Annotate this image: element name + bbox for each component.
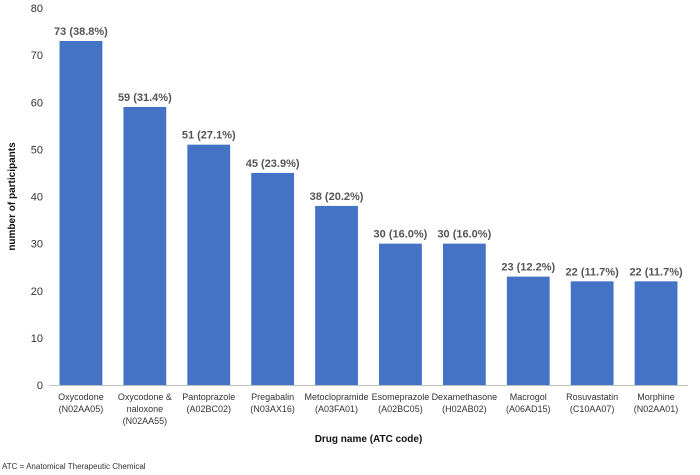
data-label: 23 (12.2%): [501, 262, 555, 274]
category-label: Macrogol (A06AD15): [506, 392, 551, 414]
bar: [187, 144, 231, 385]
bar: [634, 281, 678, 385]
y-tick-label: 50: [31, 144, 43, 156]
data-label: 59 (31.4%): [118, 92, 172, 104]
bars: [59, 40, 678, 386]
category-label: Oxycodone (N02AA05): [58, 392, 104, 414]
data-labels: 73 (38.8%) 59 (31.4%) 51 (27.1%) 45 (23.9%)…: [54, 26, 683, 278]
bar: [59, 40, 103, 386]
data-label: 30 (16.0%): [437, 229, 491, 241]
category-label-line: (A06AD15): [506, 404, 551, 414]
category-label: Metoclopramide (A03FA01): [305, 392, 369, 414]
y-tick-label: 20: [31, 286, 43, 298]
data-label: 73 (38.8%): [54, 26, 108, 38]
category-label-line: Macrogol: [510, 392, 547, 402]
y-tick-label: 30: [31, 239, 43, 251]
category-label-line: (N02AA05): [59, 404, 104, 414]
data-label: 22 (11.7%): [566, 266, 620, 278]
category-label: Oxycodone & naloxone (N02AA55): [118, 392, 172, 426]
y-tick-label: 0: [37, 380, 43, 392]
category-label-line: (A02BC02): [186, 404, 231, 414]
bar: [442, 243, 486, 385]
category-label: Pregabalin (N03AX16): [250, 392, 295, 414]
category-label: Rosuvastatin (C10AA07): [566, 392, 618, 414]
category-label-line: Metoclopramide: [305, 392, 369, 402]
y-tick-label: 70: [31, 50, 43, 62]
category-label: Morphine (N02AA01): [634, 392, 679, 414]
category-label-line: Dexamethasone: [432, 392, 498, 402]
category-label-line: (N02AA01): [634, 404, 679, 414]
category-label-line: (A02BC05): [378, 404, 423, 414]
footnote: ATC = Anatomical Therapeutic Chemical: [2, 462, 146, 471]
category-label-line: (H02AB02): [442, 404, 487, 414]
category-label-line: Rosuvastatin: [566, 392, 618, 402]
y-axis-title: number of participants: [7, 142, 18, 251]
bar: [506, 276, 550, 385]
data-label: 38 (20.2%): [310, 191, 364, 203]
category-label-line: naloxone: [127, 404, 164, 414]
bar: [123, 106, 167, 386]
y-tick-label: 80: [31, 3, 43, 15]
bar: [315, 205, 358, 385]
category-label-line: Esomeprazole: [372, 392, 430, 402]
bar: [379, 243, 422, 385]
category-label-line: (N02AA55): [123, 416, 168, 426]
category-label-line: (C10AA07): [570, 404, 615, 414]
category-labels: Oxycodone (N02AA05) Oxycodone & naloxone (N0…: [58, 392, 678, 426]
y-tick-label: 60: [31, 97, 43, 109]
x-axis-title: Drug name (ATC code): [315, 434, 423, 445]
category-label: Esomeprazole (A02BC05): [372, 392, 430, 414]
category-label-line: (A03FA01): [315, 404, 358, 414]
data-label: 45 (23.9%): [246, 158, 300, 170]
category-label-line: (N03AX16): [250, 404, 295, 414]
data-label: 30 (16.0%): [374, 229, 428, 241]
category-label: Pantoprazole (A02BC02): [182, 392, 235, 414]
data-label: 22 (11.7%): [629, 266, 683, 278]
y-tick-label: 40: [31, 192, 43, 204]
data-label: 51 (27.1%): [182, 130, 236, 142]
category-label-line: Pregabalin: [251, 392, 294, 402]
category-label-line: Oxycodone &: [118, 392, 172, 402]
y-axis-ticks: 0 10 20 30 40 50 60 70 80: [31, 3, 43, 392]
bar: [570, 281, 614, 385]
category-label-line: Morphine: [637, 392, 675, 402]
category-label-line: Pantoprazole: [182, 392, 235, 402]
bar: [251, 172, 295, 385]
category-label-line: Oxycodone: [58, 392, 104, 402]
y-tick-label: 10: [31, 333, 43, 345]
category-label: Dexamethasone (H02AB02): [432, 392, 498, 414]
